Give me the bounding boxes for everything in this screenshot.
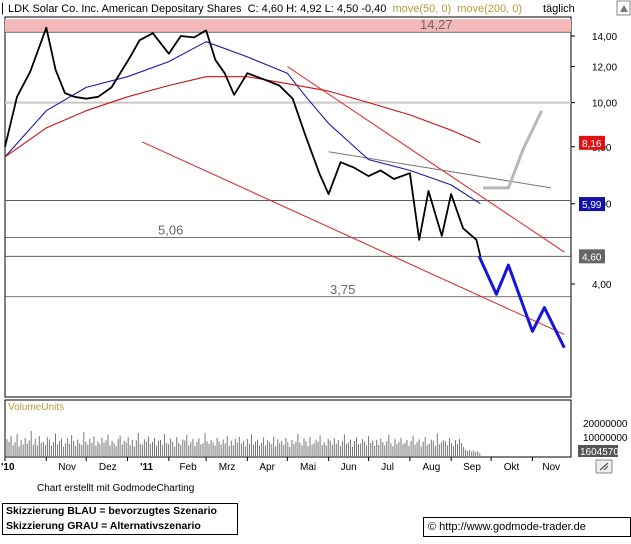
level-label: 5,06 — [158, 222, 183, 237]
price-marker-label: 5,99 — [582, 200, 602, 211]
moving-averages — [4, 41, 481, 205]
x-tick-label: Nov — [58, 462, 76, 473]
header-icon: ▏ — [1, 2, 10, 15]
svg-text:LDK Solar Co. Inc. American De: LDK Solar Co. Inc. American Depositary S… — [8, 3, 522, 15]
level-label: 3,75 — [330, 282, 355, 297]
series-ma200 — [4, 76, 481, 158]
chart-title: LDK Solar Co. Inc. American Depositary S… — [8, 3, 242, 15]
x-tick-label: Jun — [341, 462, 357, 473]
time-axis: '10 Nov Dez '11 Feb Mrz Apr Mai Jun Jul Aug Sep Okt N… — [1, 457, 560, 473]
legend-line-gray: Skizzierung GRAU = Alternativszenario — [6, 520, 201, 532]
x-tick-label: '11 — [140, 462, 153, 473]
price-marker-label: 4,60 — [582, 252, 602, 263]
scenario-legend: Skizzierung BLAU = bevorzugtes Szenario … — [2, 503, 238, 535]
x-tick-label: Mai — [300, 462, 316, 473]
level-labels: 14,27 5,06 3,75 — [158, 17, 453, 297]
trendline-channel-top — [287, 66, 565, 253]
zoom-corner-icon[interactable] — [595, 459, 613, 474]
scenario-lines — [477, 110, 566, 349]
x-tick-label: Sep — [463, 462, 481, 473]
level-label: 14,27 — [420, 17, 453, 32]
source-url[interactable]: © http://www.godmode-trader.de — [423, 517, 631, 537]
y-tick-label: 10,00 — [592, 99, 617, 110]
legend-line-blue: Skizzierung BLAU = bevorzugtes Szenario — [6, 505, 217, 517]
y-tick-label: 4,00 — [592, 280, 612, 291]
volume-current-box — [578, 445, 618, 457]
x-tick-label: Mrz — [219, 462, 236, 473]
trendlines — [141, 66, 565, 335]
resistance-zone — [5, 19, 571, 33]
x-tick-label: Jul — [381, 462, 394, 473]
volume-current: 1604570 — [580, 447, 619, 458]
chart-header: ▏ LDK Solar Co. Inc. American Depositary… — [0, 0, 631, 16]
series-price — [4, 26, 482, 257]
period-label: täglich — [543, 3, 575, 15]
ma200-legend: move(200, 0) — [457, 3, 522, 15]
volume-bars — [6, 431, 481, 456]
series-ma50 — [4, 41, 481, 205]
price-markers: 8,16 5,99 4,60 — [579, 135, 605, 264]
quote-values: C: 4,60 H: 4,92 L: 4,50 -0,40 — [248, 3, 387, 15]
trendline-triangle-top — [328, 151, 552, 189]
chart-credit: Chart erstellt mit GodmodeCharting — [37, 483, 195, 494]
price-marker-label: 8,16 — [582, 139, 602, 150]
x-tick-label: Nov — [542, 462, 560, 473]
price-marker-box — [579, 197, 605, 212]
volume-tick-20m: 20000000 — [583, 419, 628, 430]
scenario-blue — [477, 255, 566, 349]
price-marker-box — [579, 135, 605, 150]
x-tick-label: '10 — [1, 462, 15, 473]
x-tick-label: Dez — [99, 462, 117, 473]
x-tick-label: Feb — [179, 462, 197, 473]
price-panel — [4, 16, 572, 398]
x-tick-label: Aug — [422, 462, 440, 473]
trendline-channel-bottom — [141, 141, 565, 335]
volume-tick-10m: 10000000 — [583, 433, 628, 444]
y-tick-label: 12,00 — [592, 63, 617, 74]
x-tick-label: Apr — [259, 462, 275, 473]
price-series — [4, 26, 482, 257]
scenario-gray — [483, 110, 544, 190]
ma50-legend: move(50, 0) — [392, 3, 451, 15]
level-lines — [5, 31, 571, 298]
scroll-arrow-icon[interactable] — [616, 0, 631, 16]
x-tick-label: Okt — [504, 462, 520, 473]
price-marker-box — [579, 249, 605, 264]
y-tick-label: 14,00 — [592, 32, 617, 43]
volume-label: VolumeUnits — [8, 402, 64, 413]
